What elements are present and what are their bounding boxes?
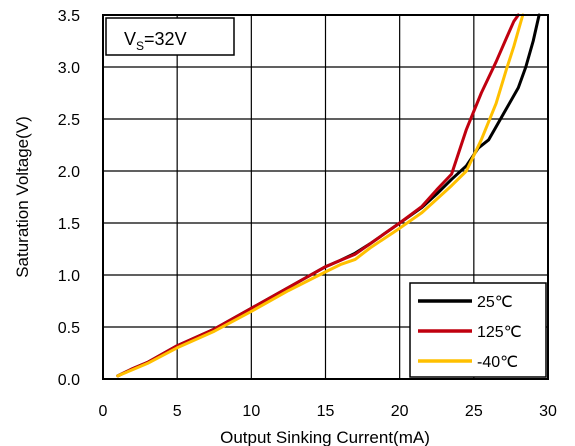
y-axis-title: Saturation Voltage(V) xyxy=(13,116,32,278)
y-tick-label: 0.5 xyxy=(58,320,80,337)
x-tick-label: 25 xyxy=(465,403,483,420)
x-tick-label: 30 xyxy=(539,403,557,420)
legend-label-2: 125℃ xyxy=(477,324,522,341)
x-tick-label: 0 xyxy=(99,403,108,420)
series-layer xyxy=(116,13,541,378)
x-tick-label: 20 xyxy=(391,403,409,420)
y-tick-label: 2.5 xyxy=(58,112,80,129)
tick-layer: 0 5 10 15 20 25 30 0.0 0.5 1.0 1.5 2.0 2.5 3.0 3.5 xyxy=(58,8,557,420)
y-tick-label: 0.0 xyxy=(58,372,80,389)
series-line-2 xyxy=(116,13,520,378)
x-tick-label: 15 xyxy=(317,403,335,420)
plot-frame xyxy=(102,14,549,380)
y-tick-label: 1.0 xyxy=(58,268,80,285)
condition-annotation-text: VS=32V xyxy=(124,29,187,53)
legend: 25℃ 125℃ -40℃ xyxy=(409,282,547,378)
y-tick-label: 3.5 xyxy=(58,8,80,25)
y-tick-label: 1.5 xyxy=(58,216,80,233)
y-tick-label: 2.0 xyxy=(58,164,80,181)
x-axis-title: Output Sinking Current(mA) xyxy=(220,428,430,446)
condition-annotation-box xyxy=(105,17,235,56)
condition-annotation: VS=32V xyxy=(105,17,235,56)
legend-label-3: -40℃ xyxy=(477,354,518,371)
legend-label-1: 25℃ xyxy=(477,294,513,311)
grid-layer xyxy=(103,15,548,379)
x-tick-label: 10 xyxy=(242,403,260,420)
series-line-3 xyxy=(116,13,525,378)
y-tick-label: 3.0 xyxy=(58,60,80,77)
x-tick-label: 5 xyxy=(173,403,182,420)
